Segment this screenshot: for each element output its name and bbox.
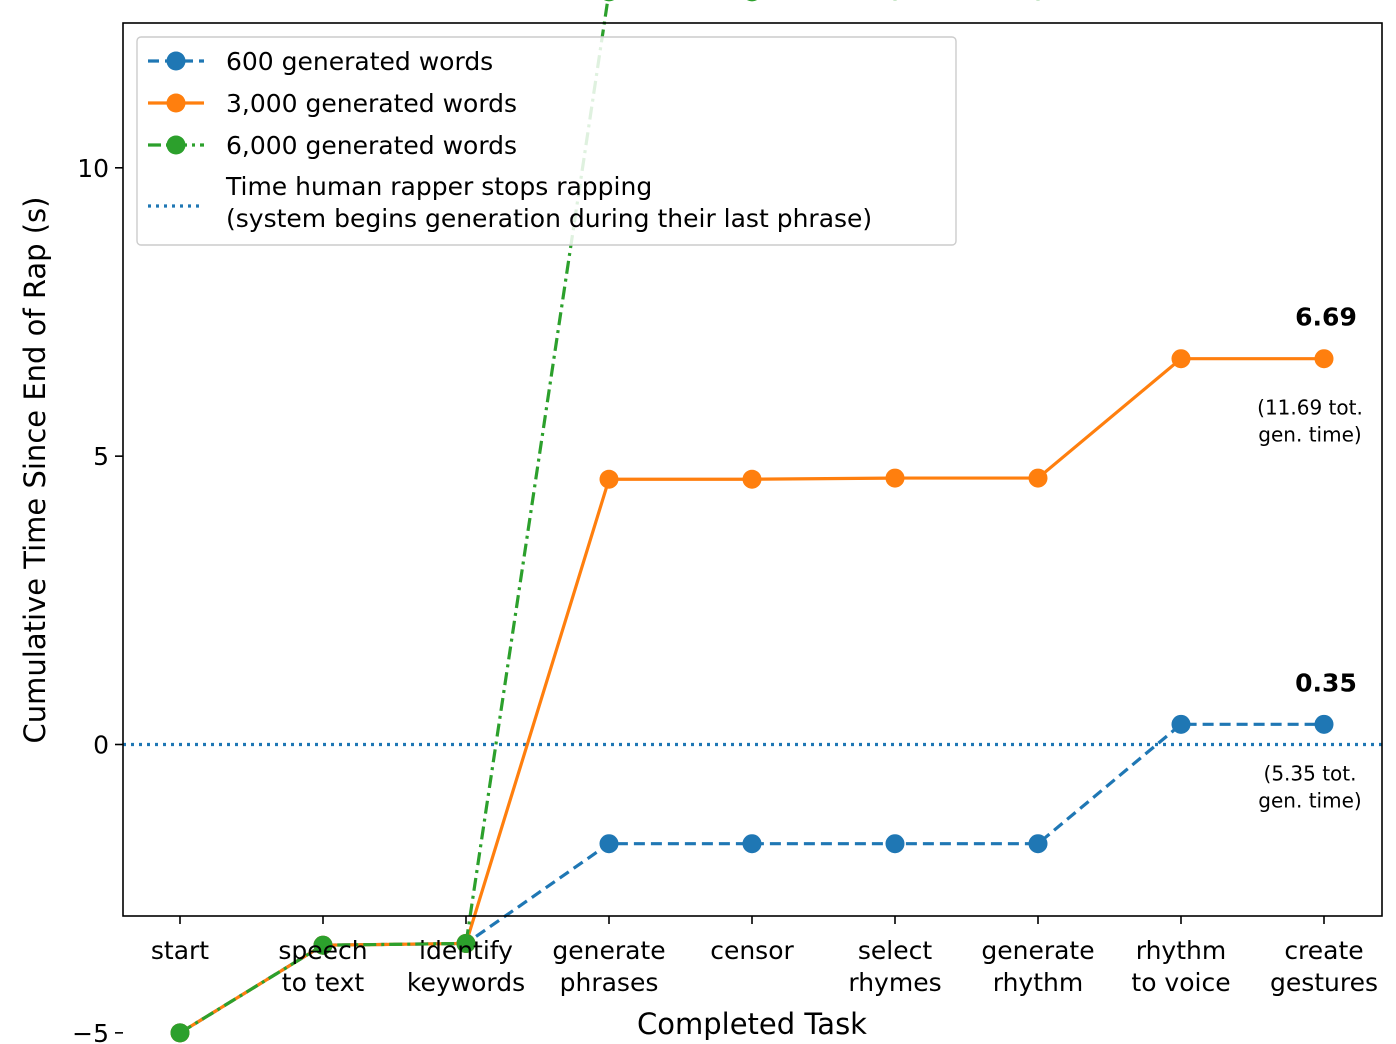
- x-tick-label: speech: [278, 936, 367, 965]
- plot-area: [123, 0, 1382, 1043]
- value-label: 6.69: [1295, 303, 1357, 332]
- x-tick-label: to voice: [1131, 968, 1230, 997]
- x-tick-label: phrases: [560, 968, 659, 997]
- series-0-point: [1028, 834, 1048, 854]
- series-line-0: [179, 722, 1324, 1035]
- series-1-point: [885, 468, 905, 488]
- series-1-point: [742, 469, 762, 489]
- x-tick-label: identify: [419, 936, 513, 965]
- x-tick-label: generate: [981, 936, 1094, 965]
- x-tick-label: to text: [282, 968, 365, 997]
- total-time-note: gen. time): [1258, 788, 1361, 812]
- total-time-note: (5.35 tot.: [1264, 761, 1357, 785]
- legend-marker-2: [166, 135, 186, 155]
- series-2-point: [456, 933, 476, 953]
- series-2-point: [604, 0, 614, 2]
- legend-label: (system begins generation during their l…: [226, 204, 872, 233]
- x-tick-label: rhythm: [1136, 936, 1226, 965]
- x-tick-label: generate: [552, 936, 665, 965]
- x-tick-label: start: [151, 936, 209, 965]
- series-line-1: [179, 357, 1324, 1035]
- series-1-point: [1314, 349, 1334, 369]
- total-time-note: (11.69 tot.: [1257, 396, 1363, 420]
- y-tick-label: −5: [72, 1019, 109, 1044]
- series-0-point: [1171, 714, 1191, 734]
- legend-label: 600 generated words: [226, 47, 493, 76]
- series-1-point: [1028, 468, 1048, 488]
- y-tick-label: 5: [93, 442, 109, 471]
- total-time-note: gen. time): [1258, 423, 1361, 447]
- series-2-point: [170, 1023, 190, 1043]
- series-0-point: [885, 834, 905, 854]
- series-0-point: [742, 834, 762, 854]
- series-0-point: [599, 834, 619, 854]
- x-tick-label: rhymes: [848, 968, 941, 997]
- series-2-point: [313, 935, 333, 955]
- x-tick-label: create: [1284, 936, 1363, 965]
- x-axis-label: Completed Task: [637, 1007, 867, 1041]
- legend-marker-0: [166, 51, 186, 71]
- legend-label: 3,000 generated words: [226, 89, 517, 118]
- x-tick-label: censor: [710, 936, 794, 965]
- value-label: 0.35: [1295, 668, 1357, 697]
- series-line-2: [179, 0, 610, 1035]
- y-tick-label: 0: [93, 731, 109, 760]
- x-tick-label: select: [858, 936, 932, 965]
- legend-label: 6,000 generated words: [226, 131, 517, 160]
- axes: −50510152025startspeechto textidentifyke…: [72, 22, 1383, 1044]
- series-1-point: [1171, 349, 1191, 369]
- y-axis-label: Cumulative Time Since End of Rap (s): [18, 197, 52, 744]
- series-1-point: [599, 469, 619, 489]
- x-tick-label: keywords: [407, 968, 525, 997]
- legend-box: [136, 36, 957, 246]
- legend-marker-1: [166, 93, 186, 113]
- x-tick-label: gestures: [1270, 968, 1378, 997]
- legend-label: Time human rapper stops rapping: [225, 172, 652, 201]
- x-tick-label: rhythm: [993, 968, 1083, 997]
- series-2-point: [747, 0, 757, 2]
- annotations: 15.14(20.14 tot.gen. time)6.69(11.69 tot…: [1257, 303, 1363, 813]
- legend: 600 generated words 3,000 generated words…: [136, 36, 957, 246]
- y-tick-label: 10: [77, 154, 109, 183]
- series-0-point: [1314, 714, 1334, 734]
